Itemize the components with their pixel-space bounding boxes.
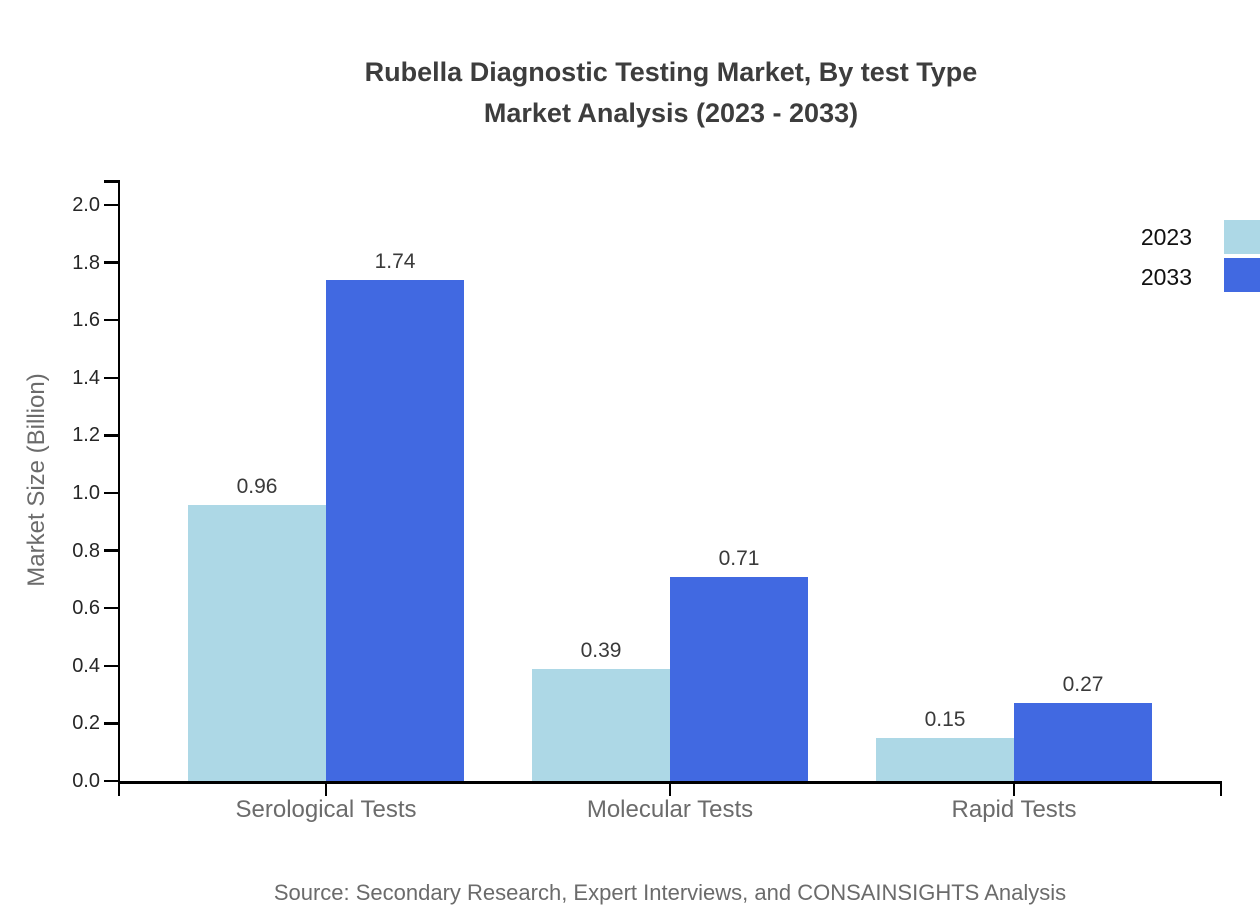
legend-swatch-2023 (1224, 220, 1260, 254)
category-label: Molecular Tests (586, 796, 754, 823)
bar-2023-serological-tests (188, 504, 326, 781)
y-tick (103, 606, 118, 610)
x-axis-spine (117, 781, 1222, 784)
chart-title-line1: Rubella Diagnostic Testing Market, By te… (364, 57, 978, 87)
bar-2033-rapid-tests (1014, 703, 1152, 781)
y-axis-spine (117, 180, 120, 784)
category-label: Rapid Tests (951, 796, 1077, 823)
legend-swatch-2033 (1224, 258, 1260, 292)
legend-label-2023: 2023 (1140, 224, 1192, 250)
chart-title: Rubella Diagnostic Testing Market, By te… (82, 52, 1260, 134)
y-tick (103, 376, 118, 380)
y-tick-label: 0.0 (72, 770, 100, 792)
y-tick-label: 1.0 (72, 482, 100, 504)
y-tick-label: 0.2 (72, 712, 100, 735)
y-tick (103, 722, 118, 725)
y-tick (103, 779, 118, 783)
y-tick (103, 261, 118, 264)
bar-value-label: 0.39 (580, 638, 622, 662)
y-tick (103, 664, 118, 668)
bar-value-label: 0.71 (718, 546, 760, 570)
bar-2033-serological-tests (326, 279, 464, 781)
y-tick-label: 0.4 (72, 654, 100, 677)
bar-2023-rapid-tests (876, 737, 1014, 781)
x-tick (324, 783, 328, 796)
source-attribution: Source: Secondary Research, Expert Inter… (273, 880, 1067, 905)
y-tick-label: 1.8 (72, 251, 100, 274)
x-tick (668, 783, 672, 796)
chart-title-line2: Market Analysis (2023 - 2033) (483, 98, 859, 128)
y-tick-label: 0.8 (72, 539, 100, 562)
y-axis-end-tick (103, 180, 118, 183)
bar-value-label: 0.15 (924, 707, 966, 731)
y-tick (103, 203, 118, 207)
x-axis-end-tick (117, 783, 120, 796)
bar-2023-molecular-tests (532, 668, 670, 781)
y-tick (103, 491, 118, 495)
bar-value-label: 0.96 (236, 474, 278, 498)
y-tick-label: 0.6 (72, 597, 100, 620)
y-tick-label: 2.0 (72, 194, 100, 216)
x-axis-end-tick (1219, 783, 1222, 796)
bar-2033-molecular-tests (670, 576, 808, 781)
y-tick (103, 318, 118, 322)
bar-value-label: 0.27 (1062, 673, 1104, 697)
legend-label-2033: 2033 (1140, 264, 1192, 290)
x-tick (1012, 783, 1016, 796)
bar-value-label: 1.74 (374, 249, 416, 273)
category-label: Serological Tests (235, 796, 417, 823)
y-tick (103, 434, 118, 437)
y-tick (103, 549, 118, 552)
y-tick-label: 1.6 (72, 309, 100, 332)
y-tick-label: 1.4 (72, 366, 100, 389)
y-tick-label: 1.2 (72, 424, 100, 447)
